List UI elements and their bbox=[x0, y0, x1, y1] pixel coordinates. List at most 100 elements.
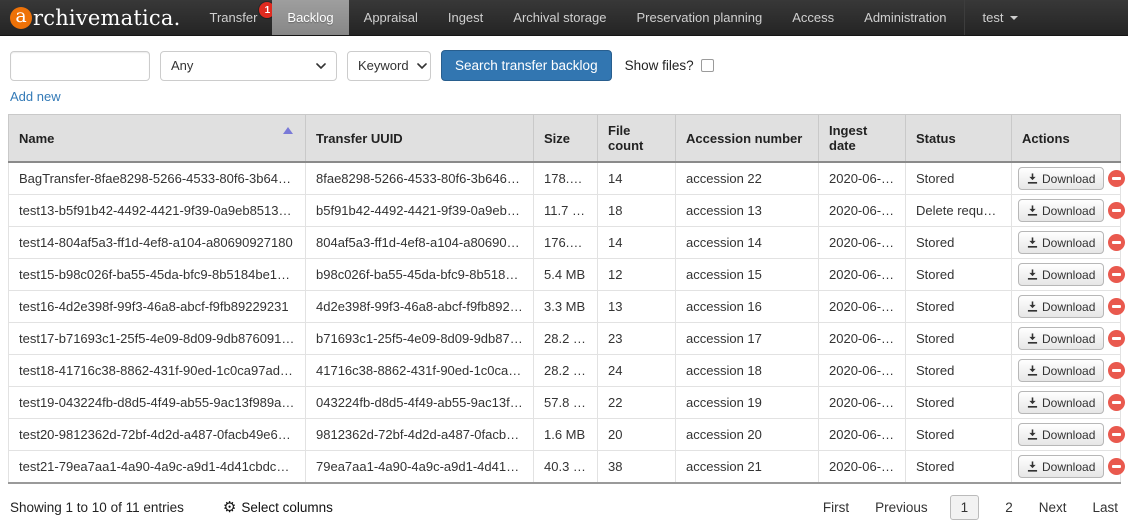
table-row: test21-79ea7aa1-4a90-4a9c-a9d1-4d41cbdcc… bbox=[8, 450, 1126, 484]
cell-accession-number: accession 16 bbox=[675, 290, 819, 323]
search-bar: Any Keyword Search transfer backlog Show… bbox=[0, 36, 1128, 81]
show-files-checkbox[interactable] bbox=[700, 59, 714, 72]
download-button[interactable]: Download bbox=[1018, 167, 1105, 190]
nav-item-preservation-planning[interactable]: Preservation planning bbox=[622, 0, 778, 35]
query-type-select[interactable]: Keyword bbox=[347, 50, 431, 81]
cell-ingest-date: 2020-06-09 bbox=[818, 194, 906, 227]
column-header-file-count[interactable]: File count bbox=[597, 114, 676, 163]
download-button[interactable]: Download bbox=[1018, 263, 1105, 286]
download-button[interactable]: Download bbox=[1018, 199, 1105, 222]
download-button[interactable]: Download bbox=[1018, 391, 1105, 414]
column-header-name[interactable]: Name bbox=[8, 114, 306, 163]
download-icon bbox=[1027, 269, 1038, 280]
remove-icon[interactable] bbox=[1108, 298, 1126, 315]
cell-ingest-date: 2020-06-09 bbox=[818, 354, 906, 387]
pagination-first[interactable]: First bbox=[822, 500, 850, 515]
nav-item-archival-storage[interactable]: Archival storage bbox=[498, 0, 621, 35]
cell-transfer-uuid: b71693c1-25f5-4e09-8d09-9db8760917f2 bbox=[305, 322, 534, 355]
remove-icon[interactable] bbox=[1108, 234, 1126, 251]
cell-accession-number: accession 13 bbox=[675, 194, 819, 227]
column-header-ingest-date[interactable]: Ingest date bbox=[818, 114, 906, 163]
nav-item-ingest[interactable]: Ingest bbox=[433, 0, 498, 35]
cell-status: Stored bbox=[905, 322, 1012, 355]
download-icon bbox=[1027, 461, 1038, 472]
column-header-transfer-uuid[interactable]: Transfer UUID bbox=[305, 114, 534, 163]
pagination-page-2[interactable]: 2 bbox=[1005, 500, 1013, 515]
search-input[interactable] bbox=[10, 50, 150, 81]
download-icon bbox=[1027, 429, 1038, 440]
cell-file-count: 38 bbox=[597, 450, 676, 484]
cell-accession-number: accession 15 bbox=[675, 258, 819, 291]
cell-name: test19-043224fb-d8d5-4f49-ab55-9ac13f989… bbox=[8, 386, 306, 419]
app-logo[interactable]: a rchivematica. bbox=[0, 0, 194, 35]
cell-name: test13-b5f91b42-4492-4421-9f39-0a9eb8513… bbox=[8, 194, 306, 227]
remove-icon[interactable] bbox=[1108, 170, 1126, 187]
download-button[interactable]: Download bbox=[1018, 359, 1105, 382]
cell-accession-number: accession 22 bbox=[675, 161, 819, 195]
cell-actions: Download bbox=[1011, 322, 1126, 355]
show-files-label: Show files? bbox=[624, 58, 694, 73]
download-button[interactable]: Download bbox=[1018, 423, 1105, 446]
remove-icon[interactable] bbox=[1108, 362, 1126, 379]
search-field-select[interactable]: Any bbox=[160, 50, 337, 81]
user-menu-dropdown[interactable]: test bbox=[967, 0, 1034, 35]
minus-bar bbox=[1112, 273, 1122, 276]
table-row: test18-41716c38-8862-431f-90ed-1c0ca97ad… bbox=[8, 354, 1126, 387]
cell-ingest-date: 2020-06-09 bbox=[818, 322, 906, 355]
download-button[interactable]: Download bbox=[1018, 327, 1105, 350]
remove-icon[interactable] bbox=[1108, 202, 1126, 219]
cell-file-count: 23 bbox=[597, 322, 676, 355]
minus-bar bbox=[1112, 177, 1122, 180]
download-button-label: Download bbox=[1042, 427, 1096, 442]
download-button-label: Download bbox=[1042, 331, 1096, 346]
remove-icon[interactable] bbox=[1108, 458, 1126, 475]
nav-item-transfer[interactable]: Transfer 1 bbox=[194, 0, 276, 35]
column-header-actions[interactable]: Actions bbox=[1011, 114, 1121, 163]
cell-accession-number: accession 19 bbox=[675, 386, 819, 419]
cell-file-count: 22 bbox=[597, 386, 676, 419]
nav-item-label: Ingest bbox=[447, 10, 484, 25]
cell-transfer-uuid: 41716c38-8862-431f-90ed-1c0ca97ad991 bbox=[305, 354, 534, 387]
cell-size: 1.6 MB bbox=[533, 418, 598, 451]
download-button[interactable]: Download bbox=[1018, 455, 1105, 478]
remove-icon[interactable] bbox=[1108, 426, 1126, 443]
cell-name: test18-41716c38-8862-431f-90ed-1c0ca97ad… bbox=[8, 354, 306, 387]
download-button[interactable]: Download bbox=[1018, 295, 1105, 318]
pagination: First Previous 1 2 Next Last bbox=[797, 495, 1118, 520]
remove-icon[interactable] bbox=[1108, 394, 1126, 411]
download-icon bbox=[1027, 301, 1038, 312]
add-new-link[interactable]: Add new bbox=[10, 89, 61, 104]
cell-size: 176.2 KB bbox=[533, 226, 598, 259]
pagination-next[interactable]: Next bbox=[1038, 500, 1067, 515]
cell-status: Stored bbox=[905, 290, 1012, 323]
nav-item-backlog[interactable]: Backlog bbox=[272, 0, 349, 35]
column-header-size[interactable]: Size bbox=[533, 114, 598, 163]
select-columns-button[interactable]: ⚙ Select columns bbox=[223, 500, 333, 515]
select-columns-label: Select columns bbox=[241, 500, 333, 515]
search-transfer-backlog-button[interactable]: Search transfer backlog bbox=[441, 50, 612, 81]
nav-item-label: Appraisal bbox=[363, 10, 418, 25]
chevron-down-icon bbox=[416, 62, 427, 69]
nav-item-administration[interactable]: Administration bbox=[849, 0, 961, 35]
column-header-status[interactable]: Status bbox=[905, 114, 1012, 163]
nav-item-appraisal[interactable]: Appraisal bbox=[349, 0, 433, 35]
pagination-previous[interactable]: Previous bbox=[875, 500, 928, 515]
pagination-last[interactable]: Last bbox=[1092, 500, 1118, 515]
remove-icon[interactable] bbox=[1108, 330, 1126, 347]
logo-text: rchivematica. bbox=[33, 5, 181, 30]
column-header-accession-number[interactable]: Accession number bbox=[675, 114, 819, 163]
cell-name: test21-79ea7aa1-4a90-4a9c-a9d1-4d41cbdcc… bbox=[8, 450, 306, 484]
download-button[interactable]: Download bbox=[1018, 231, 1105, 254]
cell-accession-number: accession 17 bbox=[675, 322, 819, 355]
notification-badge: 1 bbox=[259, 2, 276, 18]
main-nav: Transfer 1 Backlog Appraisal Ingest Archival … bbox=[194, 0, 961, 35]
cell-actions: Download bbox=[1011, 290, 1126, 323]
cell-size: 178.3 KB bbox=[533, 161, 598, 195]
cell-actions: Download bbox=[1011, 450, 1126, 484]
cell-ingest-date: 2020-06-09 bbox=[818, 161, 906, 195]
nav-item-access[interactable]: Access bbox=[777, 0, 849, 35]
cell-transfer-uuid: b5f91b42-4492-4421-9f39-0a9eb8513dba bbox=[305, 194, 534, 227]
pagination-page-1[interactable]: 1 bbox=[949, 495, 980, 520]
table-row: test14-804af5a3-ff1d-4ef8-a104-a80690927… bbox=[8, 226, 1126, 259]
remove-icon[interactable] bbox=[1108, 266, 1126, 283]
